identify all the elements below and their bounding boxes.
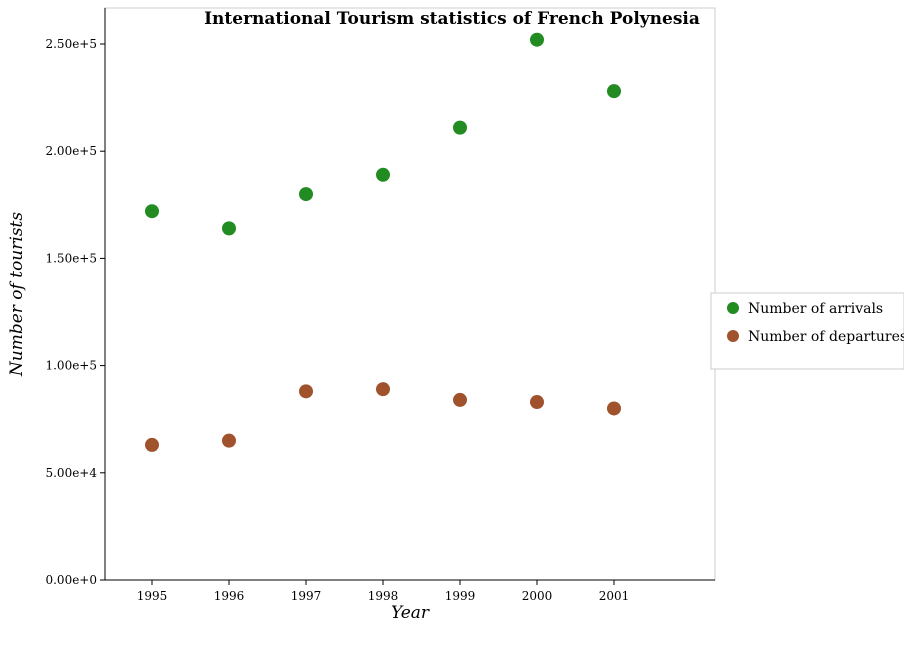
y-tick-label: 1.00e+5 [45, 359, 97, 373]
legend-label-departures: Number of departures [748, 329, 904, 345]
point-departures-1997 [299, 384, 313, 399]
y-tick-label: 1.50e+5 [45, 251, 97, 265]
legend-box [710, 292, 904, 370]
y-axis-label: Number of tourists [7, 212, 27, 377]
x-tick-label: 1997 [291, 589, 322, 603]
point-arrivals-2000 [530, 32, 544, 47]
y-tick-label: 2.00e+5 [45, 144, 97, 158]
point-arrivals-1999 [453, 120, 467, 135]
y-axis: 0.00e+0 5.00e+4 1.00e+5 1.50e+5 2.00e+5 2.50e… [45, 8, 106, 587]
legend-marker-departures [727, 330, 739, 342]
point-arrivals-2001 [607, 84, 621, 99]
point-arrivals-1996 [222, 221, 236, 236]
x-axis: 1995 1996 1997 1998 1999 2000 2001 [105, 579, 715, 603]
x-tick-label: 1998 [368, 589, 399, 603]
point-departures-1999 [453, 392, 467, 407]
point-departures-1998 [376, 382, 390, 397]
x-tick-label: 1996 [214, 589, 245, 603]
y-tick-label: 5.00e+4 [45, 466, 97, 480]
point-departures-1995 [145, 437, 159, 452]
chart-title: International Tourism statistics of Fren… [204, 9, 700, 29]
point-arrivals-1995 [145, 204, 159, 219]
x-tick-label: 1999 [445, 589, 476, 603]
y-tick-label: 2.50e+5 [45, 37, 97, 51]
point-departures-2000 [530, 395, 544, 410]
legend-marker-arrivals [727, 302, 739, 314]
x-axis-label: Year [391, 603, 430, 623]
x-tick-label: 2000 [522, 589, 553, 603]
y-tick-label: 0.00e+0 [45, 573, 97, 587]
point-departures-1996 [222, 433, 236, 448]
legend-label-arrivals: Number of arrivals [748, 301, 883, 317]
plot-frame [104, 7, 716, 581]
point-arrivals-1997 [299, 187, 313, 202]
data-points [145, 32, 621, 452]
point-departures-2001 [607, 401, 621, 416]
legend: Number of arrivals Number of departures [710, 292, 904, 370]
point-arrivals-1998 [376, 167, 390, 182]
x-tick-label: 1995 [137, 589, 168, 603]
x-tick-label: 2001 [599, 589, 630, 603]
